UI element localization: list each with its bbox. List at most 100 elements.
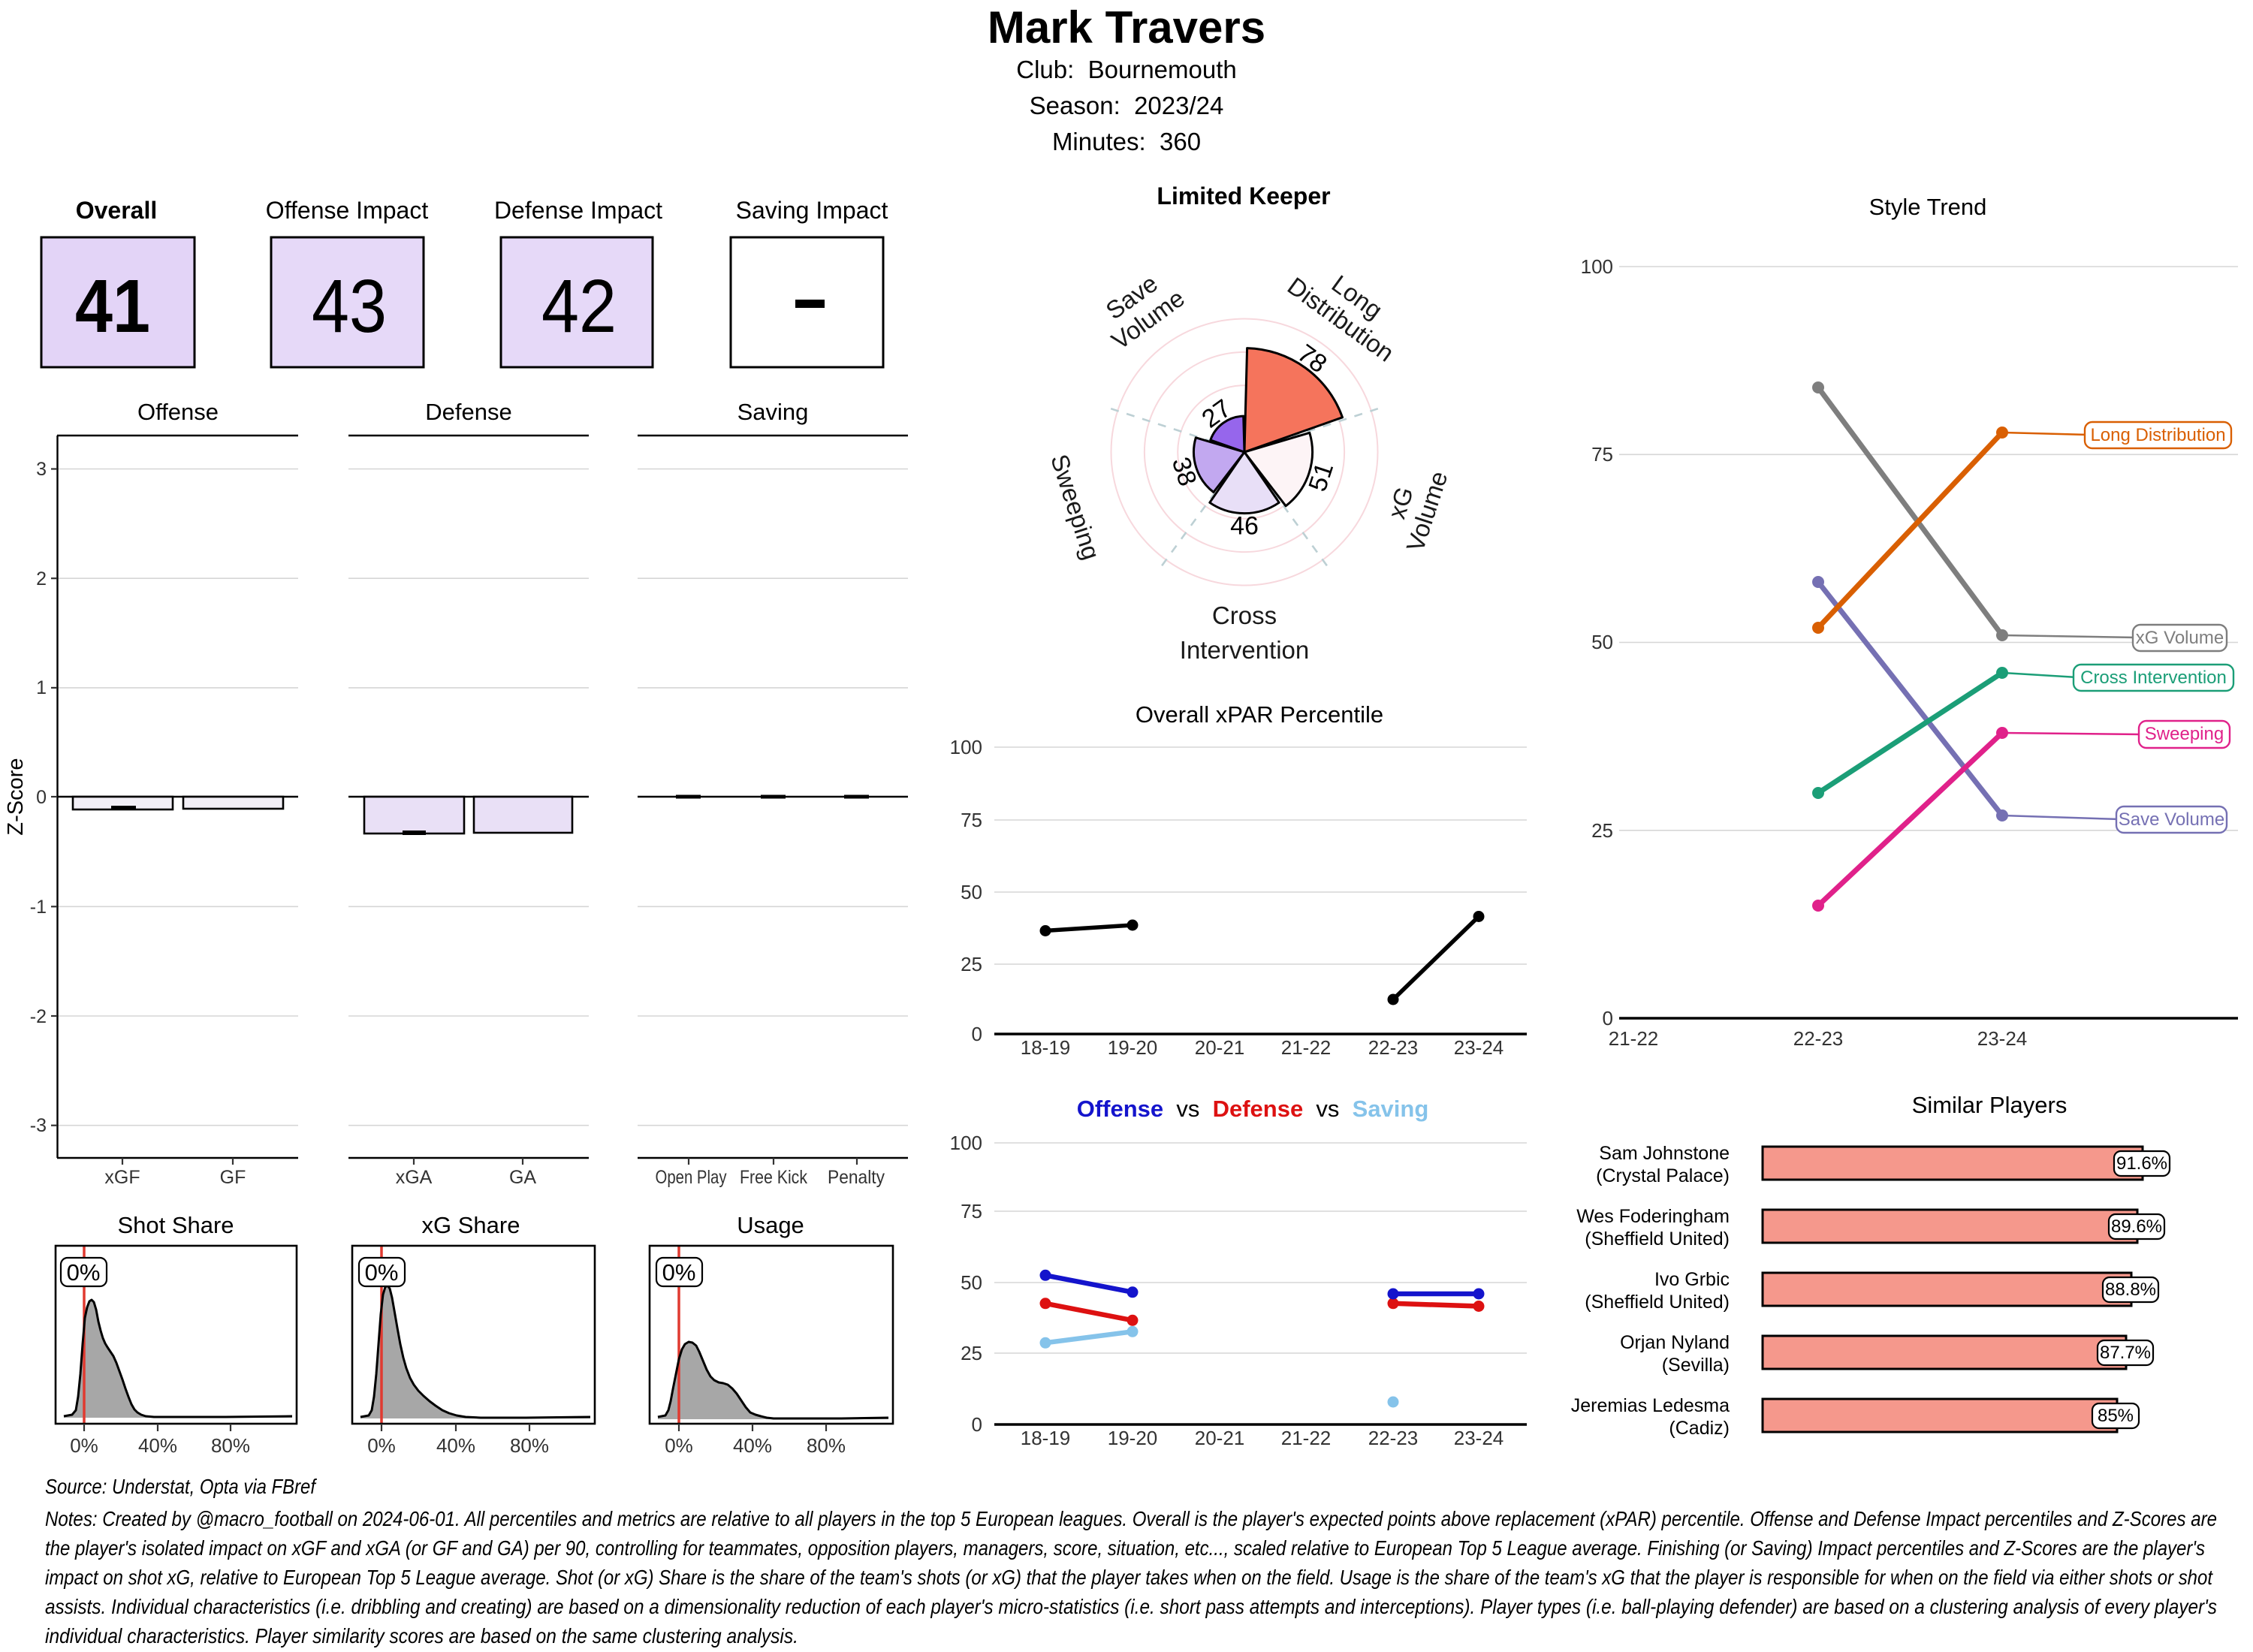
svg-text:Shot Share: Shot Share xyxy=(117,1212,234,1238)
svg-text:75: 75 xyxy=(1591,443,1613,466)
svg-text:22-23: 22-23 xyxy=(1368,1427,1419,1449)
svg-text:(Sheffield United): (Sheffield United) xyxy=(1585,1292,1730,1313)
svg-text:Source: Understat, Opta via FB: Source: Understat, Opta via FBref xyxy=(45,1475,318,1498)
svg-text:21-22: 21-22 xyxy=(1281,1036,1332,1059)
svg-text:19-20: 19-20 xyxy=(1108,1427,1158,1449)
svg-text:xGA: xGA xyxy=(396,1167,433,1188)
svg-text:Intervention: Intervention xyxy=(1180,636,1309,664)
svg-text:2: 2 xyxy=(36,568,47,589)
svg-text:Usage: Usage xyxy=(737,1212,804,1238)
svg-text:23-24: 23-24 xyxy=(1454,1427,1504,1449)
svg-text:Ivo Grbic: Ivo Grbic xyxy=(1654,1269,1730,1290)
svg-text:Penalty: Penalty xyxy=(828,1167,885,1188)
svg-text:Long Distribution: Long Distribution xyxy=(2090,425,2225,445)
svg-text:41: 41 xyxy=(75,264,150,348)
svg-text:50: 50 xyxy=(1591,631,1613,653)
svg-text:assists. Individual characteri: assists. Individual characteristics (i.e… xyxy=(45,1595,2217,1618)
svg-text:46: 46 xyxy=(1230,512,1259,541)
svg-text:xGF: xGF xyxy=(104,1167,140,1188)
svg-text:100: 100 xyxy=(950,736,982,758)
svg-text:Overall: Overall xyxy=(76,197,158,224)
svg-text:Club: Bournemouth: Club: Bournemouth xyxy=(1016,56,1237,83)
svg-text:Sweeping: Sweeping xyxy=(2145,724,2224,744)
svg-text:Orjan Nyland: Orjan Nyland xyxy=(1620,1332,1730,1353)
svg-text:87.7%: 87.7% xyxy=(2100,1343,2151,1363)
svg-text:0: 0 xyxy=(36,787,47,808)
svg-text:80%: 80% xyxy=(807,1434,846,1457)
svg-text:(Cadiz): (Cadiz) xyxy=(1669,1418,1730,1439)
svg-text:1: 1 xyxy=(36,677,47,698)
svg-text:GA: GA xyxy=(509,1167,536,1188)
svg-text:0: 0 xyxy=(972,1023,982,1045)
svg-text:Free Kick: Free Kick xyxy=(740,1167,807,1188)
svg-text:Minutes: 360: Minutes: 360 xyxy=(1052,128,1201,155)
svg-text:100: 100 xyxy=(1581,255,1613,278)
svg-text:Cross: Cross xyxy=(1212,601,1277,629)
svg-text:18-19: 18-19 xyxy=(1021,1036,1071,1059)
svg-text:20-21: 20-21 xyxy=(1195,1036,1245,1059)
svg-text:21-22: 21-22 xyxy=(1609,1027,1659,1050)
svg-text:Style Trend: Style Trend xyxy=(1869,194,1987,220)
svg-text:20-21: 20-21 xyxy=(1195,1427,1245,1449)
svg-text:42: 42 xyxy=(541,264,617,348)
svg-text:Notes: Created by @macro_footb: Notes: Created by @macro_football on 202… xyxy=(45,1507,2217,1530)
svg-text:Defense Impact: Defense Impact xyxy=(494,197,662,224)
svg-text:89.6%: 89.6% xyxy=(2111,1216,2162,1237)
svg-text:19-20: 19-20 xyxy=(1108,1036,1158,1059)
svg-text:0%: 0% xyxy=(365,1259,399,1286)
svg-text:xG Volume: xG Volume xyxy=(2136,628,2224,648)
svg-text:100: 100 xyxy=(950,1132,982,1154)
svg-text:3: 3 xyxy=(36,459,47,480)
svg-text:80%: 80% xyxy=(510,1434,549,1457)
svg-text:43: 43 xyxy=(312,264,387,348)
svg-text:individual characteristics. Pl: individual characteristics. Player simil… xyxy=(45,1624,798,1647)
svg-text:0: 0 xyxy=(972,1413,982,1436)
svg-text:50: 50 xyxy=(961,1271,982,1294)
svg-text:75: 75 xyxy=(961,1200,982,1222)
svg-text:0%: 0% xyxy=(665,1434,693,1457)
svg-text:Saving: Saving xyxy=(737,399,809,425)
svg-text:xG Share: xG Share xyxy=(422,1212,520,1238)
svg-text:22-23: 22-23 xyxy=(1793,1027,1844,1050)
svg-text:0: 0 xyxy=(1603,1007,1613,1029)
svg-text:(Crystal Palace): (Crystal Palace) xyxy=(1596,1165,1730,1186)
svg-text:Similar Players: Similar Players xyxy=(1912,1092,2068,1118)
svg-text:Offense: Offense xyxy=(137,399,219,425)
svg-text:50: 50 xyxy=(961,881,982,903)
svg-text:Offense vs Defense vs Savi: Offense vs Defense vs Saving xyxy=(1077,1096,1429,1122)
svg-text:GF: GF xyxy=(220,1167,246,1188)
svg-text:Season: 2023/24: Season: 2023/24 xyxy=(1030,92,1224,119)
svg-text:23-24: 23-24 xyxy=(1977,1027,2028,1050)
svg-text:-1: -1 xyxy=(30,897,47,918)
svg-text:Overall xPAR Percentile: Overall xPAR Percentile xyxy=(1136,701,1383,728)
svg-text:Offense Impact: Offense Impact xyxy=(266,197,429,224)
svg-text:Mark Travers: Mark Travers xyxy=(988,2,1265,53)
svg-text:40%: 40% xyxy=(436,1434,475,1457)
svg-text:Open Play: Open Play xyxy=(656,1167,727,1188)
svg-text:25: 25 xyxy=(1591,819,1613,842)
svg-text:40%: 40% xyxy=(138,1434,177,1457)
svg-text:0%: 0% xyxy=(367,1434,396,1457)
svg-text:(Sevilla): (Sevilla) xyxy=(1662,1355,1730,1376)
svg-text:Sam Johnstone: Sam Johnstone xyxy=(1599,1143,1730,1164)
svg-text:21-22: 21-22 xyxy=(1281,1427,1332,1449)
svg-text:Cross Intervention: Cross Intervention xyxy=(2080,668,2227,688)
svg-text:Save Volume: Save Volume xyxy=(2119,809,2224,830)
svg-text:25: 25 xyxy=(961,953,982,975)
svg-text:the player's isolated impact o: the player's isolated impact on xGF and … xyxy=(45,1536,2205,1560)
svg-text:88.8%: 88.8% xyxy=(2105,1280,2156,1300)
svg-text:Wes Foderingham: Wes Foderingham xyxy=(1576,1206,1730,1227)
svg-text:Limited Keeper: Limited Keeper xyxy=(1157,182,1330,210)
svg-text:23-24: 23-24 xyxy=(1454,1036,1504,1059)
svg-text:-3: -3 xyxy=(30,1115,47,1136)
svg-text:(Sheffield United): (Sheffield United) xyxy=(1585,1228,1730,1250)
svg-text:Saving Impact: Saving Impact xyxy=(736,197,888,224)
svg-text:22-23: 22-23 xyxy=(1368,1036,1419,1059)
svg-text:0%: 0% xyxy=(70,1434,98,1457)
svg-text:-2: -2 xyxy=(30,1006,47,1027)
svg-text:18-19: 18-19 xyxy=(1021,1427,1071,1449)
svg-text:Z-Score: Z-Score xyxy=(4,758,28,835)
svg-text:Defense: Defense xyxy=(425,399,511,425)
svg-text:91.6%: 91.6% xyxy=(2116,1153,2167,1174)
svg-text:80%: 80% xyxy=(211,1434,250,1457)
